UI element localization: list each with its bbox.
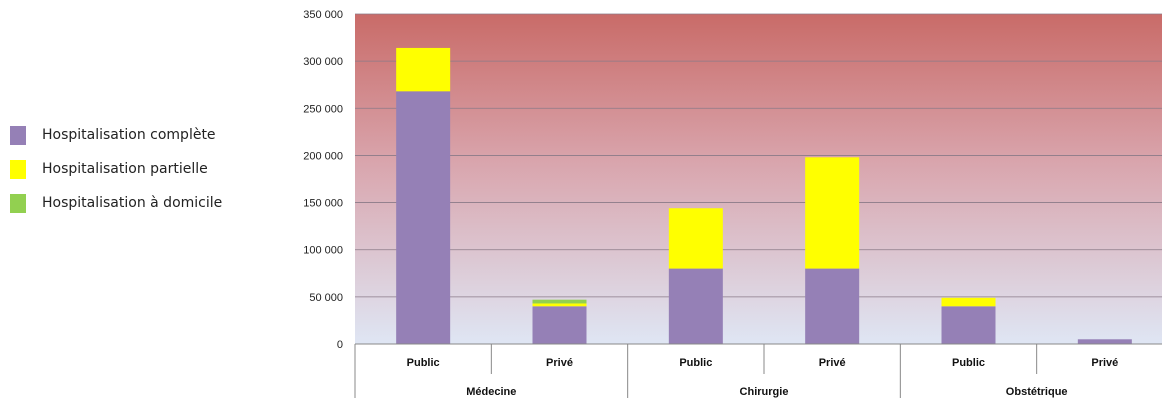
x-category-label: Privé bbox=[1091, 357, 1118, 369]
y-tick-label: 50 000 bbox=[309, 292, 343, 304]
y-tick-label: 0 bbox=[337, 339, 343, 351]
legend-swatch-complete bbox=[10, 125, 26, 145]
y-tick-label: 300 000 bbox=[303, 56, 343, 68]
legend-label-complete: Hospitalisation complète bbox=[42, 127, 216, 143]
bar-segment-1 bbox=[396, 91, 451, 344]
bar-segment-1 bbox=[1077, 339, 1132, 344]
x-category-label: Privé bbox=[819, 357, 846, 369]
x-group-label: Médecine bbox=[466, 386, 516, 398]
x-category-label: Privé bbox=[546, 357, 573, 369]
bar-segment-2 bbox=[805, 157, 860, 269]
legend-item-domicile: Hospitalisation à domicile bbox=[10, 186, 250, 220]
y-tick-label: 250 000 bbox=[303, 103, 343, 115]
legend-label-domicile: Hospitalisation à domicile bbox=[42, 195, 223, 211]
x-category-label: Public bbox=[679, 357, 712, 369]
bar-segment-1 bbox=[941, 306, 996, 344]
legend-swatch-domicile bbox=[10, 193, 26, 213]
x-group-label: Obstétrique bbox=[1006, 386, 1068, 398]
bar-segment-1 bbox=[668, 268, 723, 344]
legend-label-partielle: Hospitalisation partielle bbox=[42, 161, 208, 177]
bar-segment-3 bbox=[532, 299, 587, 304]
y-tick-label: 200 000 bbox=[303, 150, 343, 162]
legend-item-partielle: Hospitalisation partielle bbox=[10, 152, 250, 186]
bar-segment-2 bbox=[396, 47, 451, 92]
bar-segment-2 bbox=[532, 303, 587, 307]
plot-area bbox=[355, 14, 1162, 344]
legend-swatch-partielle bbox=[10, 159, 26, 179]
bar-segment-2 bbox=[668, 208, 723, 269]
bar-segment-1 bbox=[532, 306, 587, 344]
y-tick-label: 150 000 bbox=[303, 198, 343, 210]
y-tick-label: 350 000 bbox=[303, 9, 343, 21]
x-group-label: Chirurgie bbox=[740, 386, 789, 398]
y-tick-label: 100 000 bbox=[303, 245, 343, 257]
legend: Hospitalisation complète Hospitalisation… bbox=[10, 118, 250, 220]
legend-item-complete: Hospitalisation complète bbox=[10, 118, 250, 152]
bar-segment-2 bbox=[941, 297, 996, 307]
bar-segment-1 bbox=[805, 268, 860, 344]
x-category-label: Public bbox=[407, 357, 440, 369]
x-category-label: Public bbox=[952, 357, 985, 369]
